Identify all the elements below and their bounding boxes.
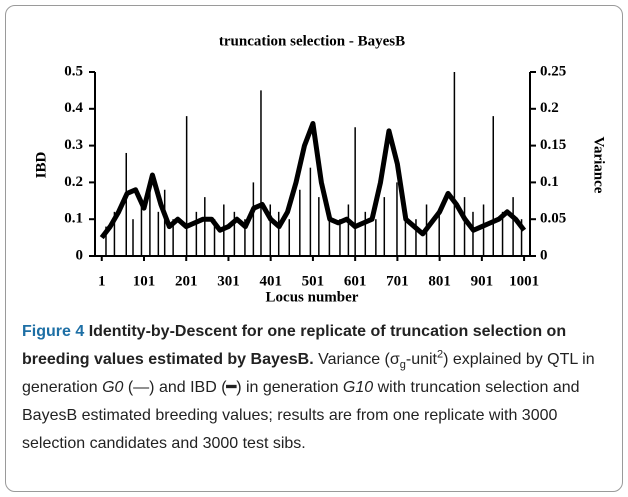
x-tick-label: 401 — [259, 273, 282, 289]
caption-text: G10 — [342, 379, 374, 396]
x-tick-label: 101 — [133, 273, 156, 289]
y-tick-label: 0.3 — [64, 137, 83, 153]
caption-text: ) explained by QTL in generation — [22, 351, 595, 396]
x-tick-label: 501 — [302, 273, 325, 289]
y2-tick-label: 0.2 — [540, 100, 559, 116]
x-tick-label: 301 — [217, 273, 240, 289]
caption-text: Variance (σ — [318, 351, 400, 368]
x-tick-label: 201 — [175, 273, 198, 289]
y2-tick-label: 0.15 — [540, 137, 566, 153]
x-tick-label: 901 — [471, 273, 494, 289]
caption-title: Identity-by-Descent for one replicate of… — [22, 323, 567, 368]
caption-text: -unit — [405, 351, 437, 368]
y2-axis-label: Variance — [591, 137, 607, 194]
y-tick-label: 0.2 — [64, 174, 83, 190]
y2-tick-label: 0.1 — [540, 174, 559, 190]
caption-text: (—) and IBD ( — [123, 379, 227, 396]
caption-text: with truncation selection and BayesB est… — [22, 379, 580, 452]
caption-text: ━ — [226, 379, 237, 396]
x-tick-label: 601 — [344, 273, 367, 289]
y-tick-label: 0.1 — [64, 211, 83, 227]
y-axis-label: IBD — [33, 152, 49, 179]
chart-title: truncation selection - BayesB — [219, 33, 405, 49]
x-tick-label: 1001 — [509, 273, 539, 289]
x-tick-label: 801 — [428, 273, 451, 289]
x-tick-label: 1 — [98, 273, 106, 289]
y-tick-label: 0.5 — [64, 63, 83, 79]
y2-tick-label: 0.25 — [540, 63, 566, 79]
caption-label: Figure 4 — [22, 323, 85, 340]
x-axis-label: Locus number — [266, 289, 359, 305]
figure-frame — [5, 5, 623, 492]
y-tick-label: 0.4 — [64, 100, 83, 116]
chart: truncation selection - BayesB Locus numb… — [33, 33, 607, 305]
x-tick-label: 701 — [386, 273, 409, 289]
caption: Figure 4 Identity-by-Descent for one rep… — [22, 318, 610, 458]
y2-tick-label: 0 — [540, 247, 548, 263]
y2-tick-label: 0.05 — [540, 211, 566, 227]
caption-text: 2 — [436, 348, 444, 361]
y-tick-label: 0 — [76, 247, 84, 263]
caption-text: G0 — [102, 379, 124, 396]
caption-text: ) in generation — [236, 379, 343, 396]
caption-text: g — [399, 359, 406, 372]
